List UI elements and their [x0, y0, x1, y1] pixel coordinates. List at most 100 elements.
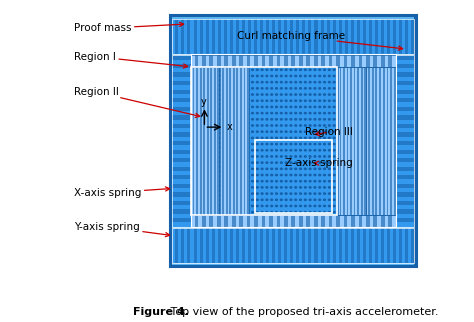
Circle shape: [312, 61, 314, 62]
Circle shape: [223, 104, 225, 105]
Circle shape: [250, 161, 252, 163]
Circle shape: [223, 147, 225, 148]
Circle shape: [246, 156, 247, 158]
Circle shape: [264, 152, 265, 153]
Circle shape: [232, 61, 234, 62]
Circle shape: [223, 209, 225, 211]
Circle shape: [210, 223, 212, 225]
Circle shape: [330, 166, 332, 167]
Circle shape: [285, 193, 287, 194]
Bar: [321, 55, 325, 67]
Circle shape: [192, 123, 194, 124]
Circle shape: [237, 123, 238, 124]
Circle shape: [339, 166, 341, 167]
Circle shape: [357, 180, 359, 182]
Circle shape: [328, 193, 330, 194]
Circle shape: [326, 56, 328, 57]
Circle shape: [317, 128, 319, 129]
Circle shape: [330, 219, 332, 220]
Circle shape: [319, 187, 320, 188]
Circle shape: [290, 113, 292, 115]
Circle shape: [214, 214, 216, 215]
Circle shape: [308, 147, 310, 148]
Circle shape: [308, 156, 310, 158]
Circle shape: [357, 70, 359, 71]
Circle shape: [197, 147, 199, 148]
Circle shape: [344, 118, 346, 119]
Circle shape: [259, 204, 261, 206]
Bar: [345, 228, 348, 263]
Circle shape: [362, 161, 363, 163]
Circle shape: [256, 100, 258, 101]
Circle shape: [201, 175, 203, 177]
Circle shape: [308, 123, 310, 124]
Circle shape: [206, 89, 207, 91]
Circle shape: [228, 137, 229, 139]
Circle shape: [259, 214, 261, 215]
Circle shape: [375, 180, 377, 182]
Circle shape: [237, 61, 238, 62]
Circle shape: [250, 166, 252, 167]
Circle shape: [328, 199, 330, 200]
Circle shape: [219, 89, 221, 91]
Circle shape: [357, 128, 359, 129]
Circle shape: [308, 65, 310, 67]
Circle shape: [290, 199, 292, 200]
Bar: [357, 19, 360, 54]
Circle shape: [277, 166, 279, 167]
Circle shape: [309, 156, 311, 157]
Circle shape: [326, 190, 328, 191]
Circle shape: [335, 132, 337, 134]
Circle shape: [312, 147, 314, 148]
Circle shape: [268, 152, 270, 153]
Circle shape: [353, 128, 355, 129]
Circle shape: [264, 161, 265, 163]
Circle shape: [214, 185, 216, 186]
Circle shape: [281, 162, 282, 163]
Circle shape: [388, 61, 390, 62]
Circle shape: [277, 128, 279, 129]
Circle shape: [266, 88, 268, 89]
Circle shape: [264, 113, 265, 115]
Circle shape: [266, 162, 268, 163]
Circle shape: [206, 80, 207, 81]
Bar: [236, 19, 239, 54]
Circle shape: [295, 56, 296, 57]
Circle shape: [210, 219, 212, 220]
Circle shape: [348, 147, 350, 148]
Circle shape: [379, 85, 381, 86]
Circle shape: [319, 181, 320, 182]
Circle shape: [285, 81, 287, 83]
Circle shape: [259, 152, 261, 153]
Circle shape: [300, 150, 301, 151]
Circle shape: [370, 209, 372, 211]
Circle shape: [273, 56, 274, 57]
Circle shape: [241, 89, 243, 91]
Circle shape: [388, 137, 390, 139]
Circle shape: [255, 175, 256, 177]
Circle shape: [317, 132, 319, 134]
Circle shape: [264, 166, 265, 167]
Circle shape: [290, 118, 292, 120]
Circle shape: [206, 128, 207, 129]
Circle shape: [264, 132, 265, 134]
Circle shape: [392, 166, 394, 167]
Bar: [375, 67, 377, 215]
Circle shape: [246, 123, 247, 124]
Bar: [314, 215, 318, 227]
Circle shape: [295, 131, 297, 132]
Circle shape: [335, 175, 337, 177]
Circle shape: [335, 94, 337, 96]
Circle shape: [271, 181, 273, 182]
Circle shape: [273, 85, 274, 86]
Circle shape: [286, 75, 288, 76]
Circle shape: [290, 185, 292, 186]
Circle shape: [326, 171, 328, 172]
Circle shape: [312, 113, 314, 115]
Circle shape: [277, 190, 279, 191]
Circle shape: [328, 181, 330, 182]
Bar: [351, 228, 354, 263]
Bar: [350, 67, 352, 215]
Circle shape: [326, 209, 328, 211]
Circle shape: [273, 65, 274, 67]
